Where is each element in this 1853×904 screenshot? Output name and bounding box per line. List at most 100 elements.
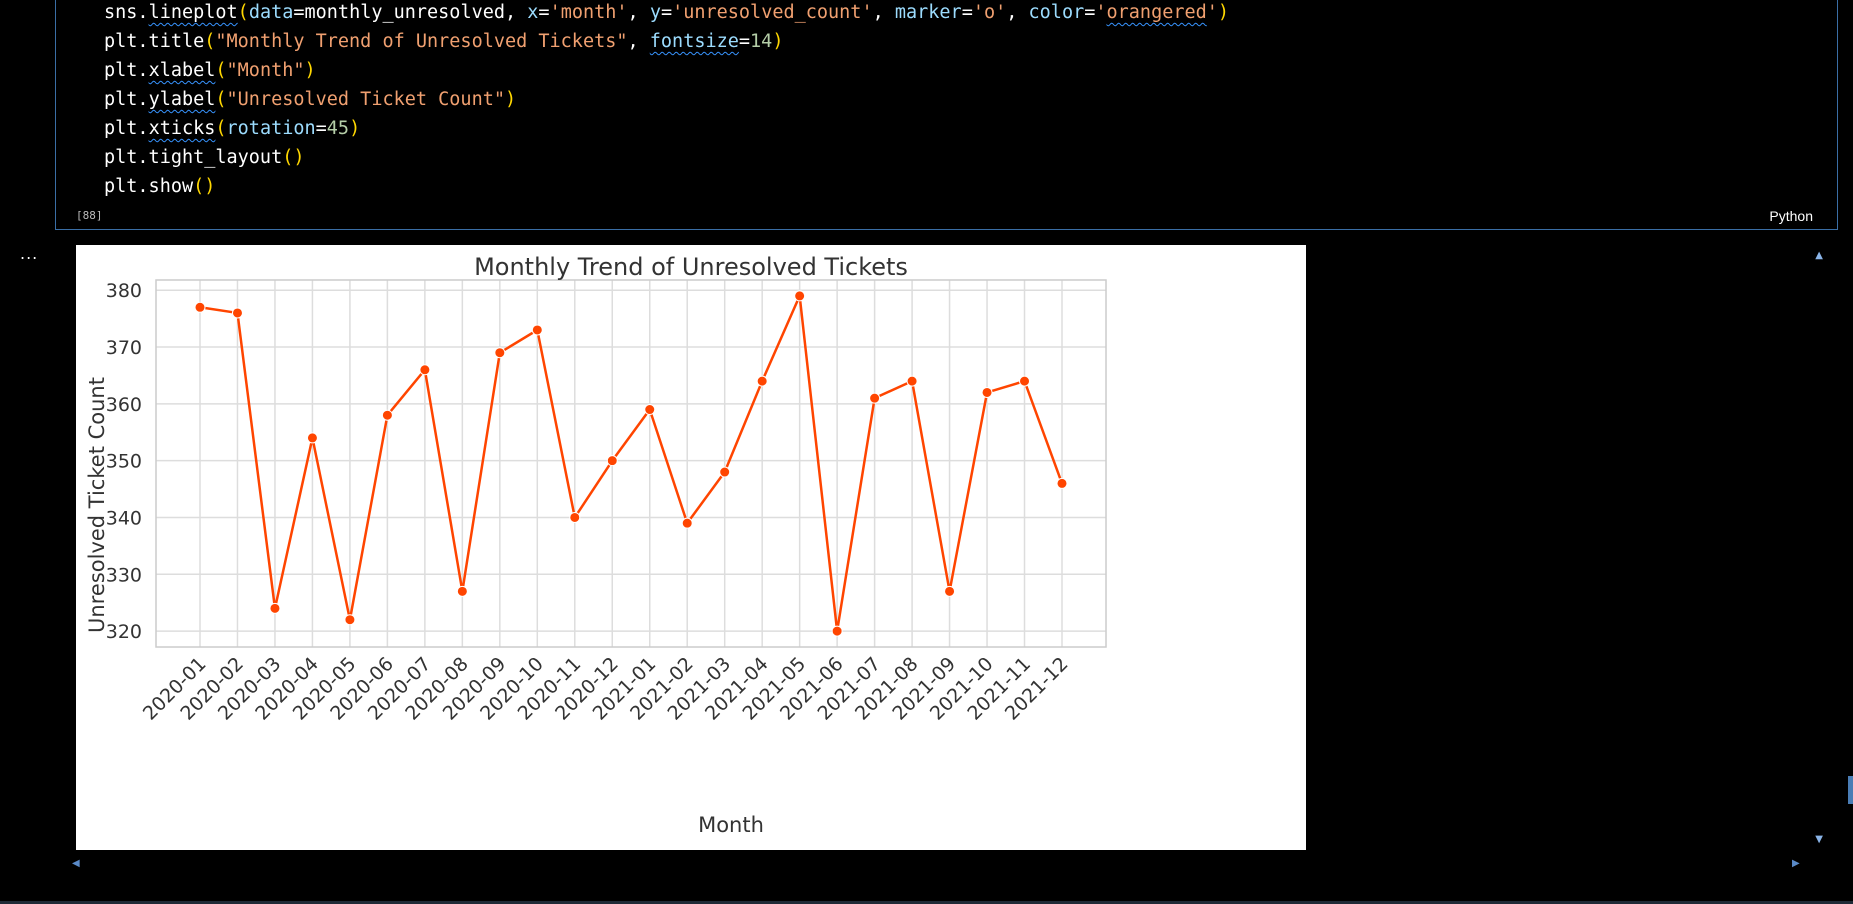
code-token: sns.: [104, 2, 149, 23]
data-point: [944, 585, 956, 597]
scroll-right-arrow-icon[interactable]: ▶: [1792, 858, 1800, 869]
code-token: "Month": [226, 60, 305, 81]
vertical-scrollbar-thumb[interactable]: [1848, 776, 1853, 804]
code-token: rotation: [226, 118, 316, 139]
code-token: (: [215, 89, 227, 110]
code-editor[interactable]: sns.lineplot(data=monthly_unresolved, x=…: [104, 0, 1229, 201]
data-point: [756, 375, 768, 387]
y-tick-label: 360: [106, 394, 142, 416]
code-token: ): [1217, 2, 1230, 23]
code-token: orangered: [1106, 2, 1207, 23]
y-tick-label: 340: [106, 507, 142, 529]
code-token: "Unresolved Ticket Count": [226, 89, 505, 110]
code-token: 45: [326, 118, 350, 139]
data-point: [719, 466, 731, 478]
output-menu-icon[interactable]: ...: [20, 244, 39, 263]
y-tick-label: 350: [106, 451, 142, 473]
data-point: [981, 386, 993, 398]
data-point: [606, 455, 618, 467]
line-chart: 320 330 340 350 360 370 380 2020-012020-022020…: [85, 253, 1107, 837]
data-point: [494, 347, 506, 359]
scroll-up-arrow-icon[interactable]: ▲: [1815, 250, 1823, 261]
code-token: "Monthly Trend of Unresolved Tickets": [215, 31, 628, 52]
code-token: plt.title: [104, 31, 205, 52]
code-line[interactable]: plt.xticks(rotation=45): [104, 114, 1229, 143]
code-token: ': [1206, 2, 1218, 23]
code-token: =: [315, 118, 327, 139]
data-point: [531, 324, 543, 336]
data-point: [269, 602, 281, 614]
code-token: =: [961, 2, 973, 23]
code-line[interactable]: plt.tight_layout(): [104, 143, 1229, 172]
code-token: =: [660, 2, 673, 23]
divider: [0, 901, 1853, 904]
code-token: (: [215, 60, 227, 81]
data-point: [644, 404, 656, 416]
y-tick-label: 370: [106, 337, 142, 359]
code-token: ': [1095, 2, 1107, 23]
code-token: fontsize: [649, 31, 739, 52]
code-token: plt.: [104, 60, 149, 81]
code-token: y: [649, 2, 661, 23]
code-token: xlabel: [148, 60, 216, 81]
code-line[interactable]: plt.title("Monthly Trend of Unresolved T…: [104, 27, 1229, 56]
axes-frame: [155, 279, 1107, 648]
y-tick-label: 330: [106, 564, 142, 586]
code-token: ,: [627, 2, 650, 23]
code-token: ,: [1006, 2, 1029, 23]
code-token: plt.show: [104, 176, 194, 197]
x-tick-labels: 2020-012020-022020-032020-042020-052020-…: [139, 653, 1073, 725]
code-line[interactable]: sns.lineplot(data=monthly_unresolved, x=…: [104, 0, 1229, 27]
code-line[interactable]: plt.xlabel("Month"): [104, 56, 1229, 85]
code-token: 'unresolved_count': [672, 2, 873, 23]
code-token: ylabel: [148, 89, 216, 110]
code-token: ): [504, 89, 517, 110]
code-cell[interactable]: sns.lineplot(data=monthly_unresolved, x=…: [55, 0, 1838, 230]
code-token: ): [349, 118, 361, 139]
code-token: ): [304, 60, 316, 81]
y-tick-label: 320: [106, 621, 142, 643]
code-token: (: [215, 118, 227, 139]
data-point: [1056, 477, 1068, 489]
data-point: [869, 392, 881, 404]
data-point: [794, 290, 806, 302]
y-tick-labels: 320 330 340 350 360 370 380: [106, 280, 142, 643]
scroll-down-arrow-icon[interactable]: ▼: [1815, 834, 1823, 845]
scroll-left-arrow-icon[interactable]: ◀: [72, 858, 80, 869]
code-token: =: [538, 2, 550, 23]
series-line: [199, 294, 1064, 633]
series-orangered: [194, 290, 1068, 637]
data-point: [681, 517, 693, 529]
data-point: [344, 614, 356, 626]
code-token: data: [248, 2, 294, 23]
data-point: [831, 625, 843, 637]
code-token: ): [772, 31, 784, 52]
code-token: =monthly_unresolved,: [293, 2, 528, 23]
code-token: marker: [894, 2, 962, 23]
code-token: ,: [627, 31, 650, 52]
code-token: 'month': [549, 2, 628, 23]
code-token: 'o': [972, 2, 1007, 23]
code-token: color: [1028, 2, 1085, 23]
code-token: lineplot: [148, 2, 238, 23]
code-token: x: [527, 2, 539, 23]
data-point: [306, 432, 318, 444]
code-token: 14: [750, 31, 773, 52]
execution-count: [88]: [76, 209, 103, 222]
code-token: plt.: [104, 118, 149, 139]
code-token: plt.tight_layout: [104, 147, 283, 168]
code-token: =: [1084, 2, 1096, 23]
code-line[interactable]: plt.ylabel("Unresolved Ticket Count"): [104, 85, 1229, 114]
code-token: =: [738, 31, 751, 52]
data-point: [194, 301, 206, 313]
code-token: xticks: [148, 118, 216, 139]
y-tick-label: 380: [106, 280, 142, 302]
grid: [156, 280, 1106, 647]
code-token: ,: [872, 2, 895, 23]
code-line[interactable]: plt.show(): [104, 172, 1229, 201]
language-label[interactable]: Python: [1769, 208, 1813, 224]
plot-output: 320 330 340 350 360 370 380 2020-01 2020-02 2020…: [76, 245, 1306, 850]
x-axis-label: Month: [698, 813, 764, 837]
data-point: [569, 511, 581, 523]
data-point: [906, 375, 918, 387]
